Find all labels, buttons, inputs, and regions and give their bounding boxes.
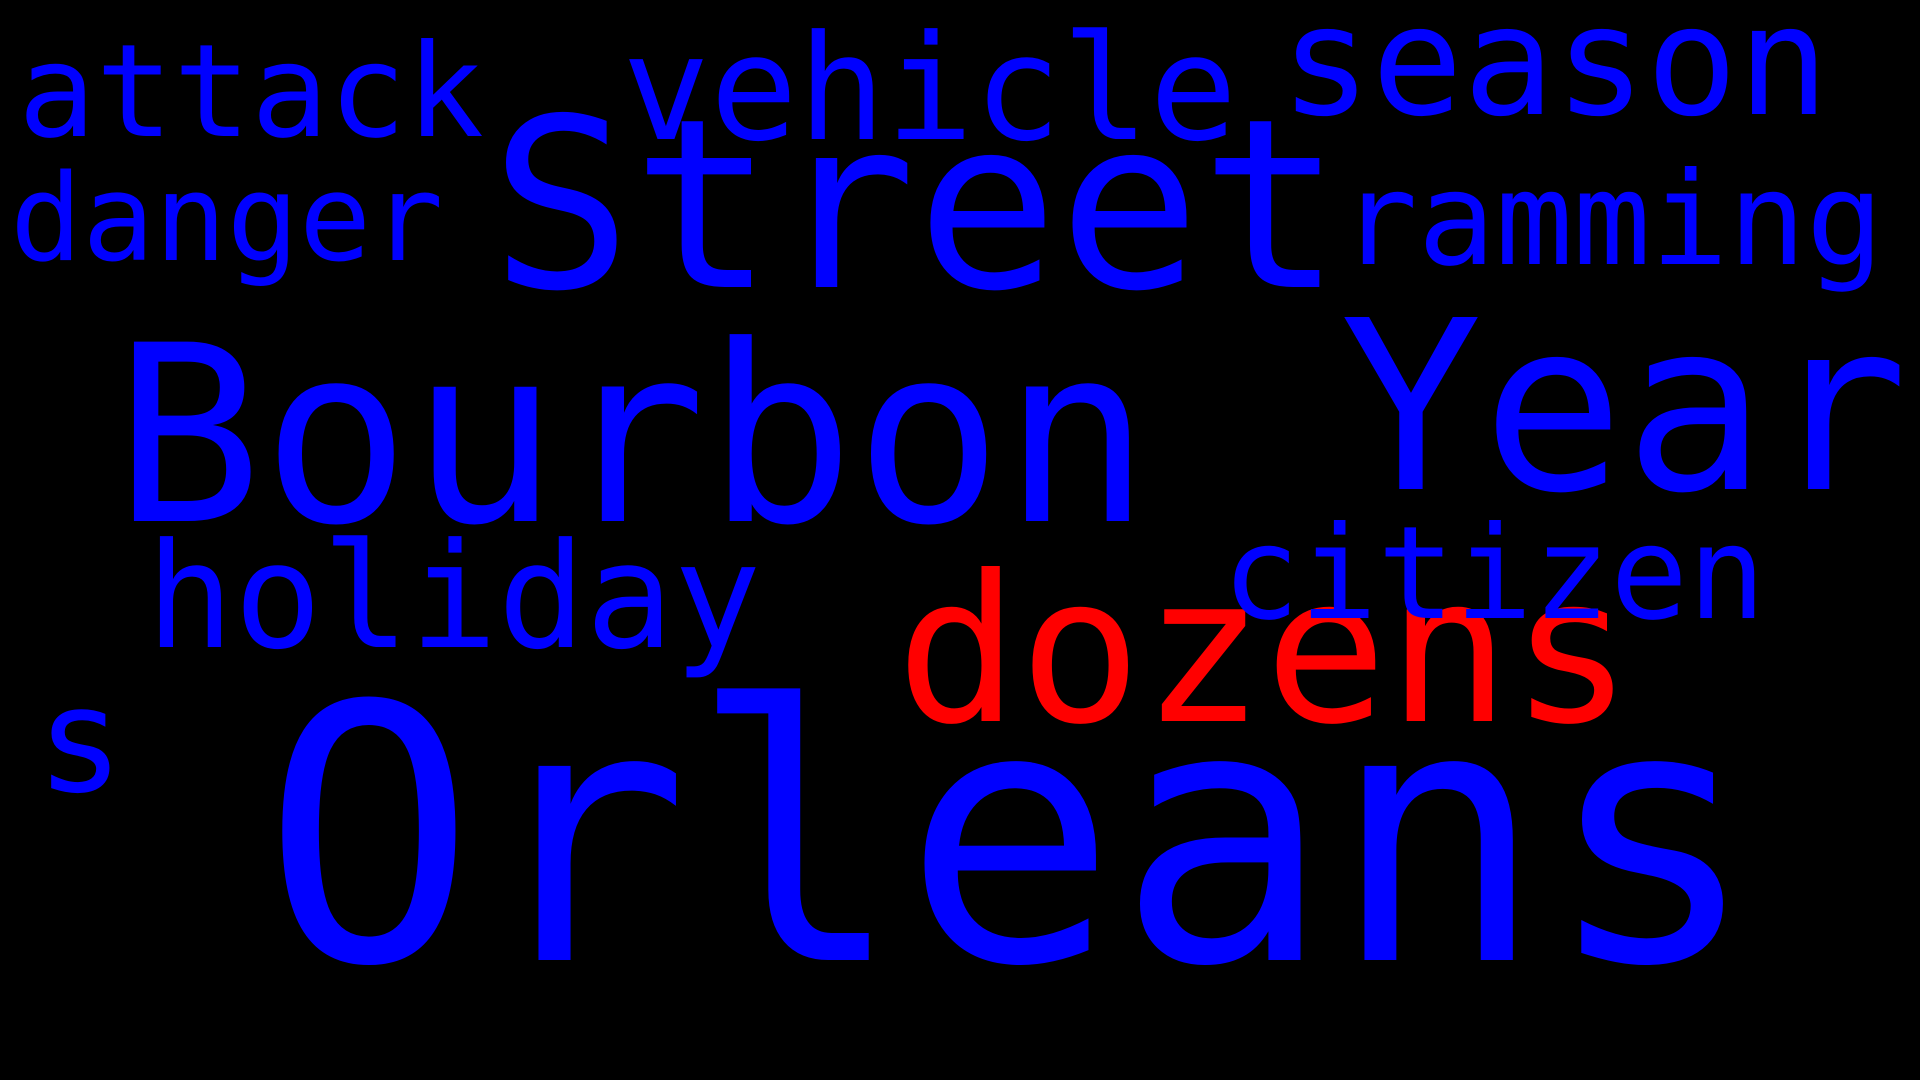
word-season: season [1280, 0, 1830, 150]
word-attack: attack [18, 17, 484, 167]
word-bourbon: Bourbon [114, 294, 1151, 580]
word-holiday: holiday [146, 512, 762, 682]
word-danger: danger [10, 150, 444, 289]
word-dozens: dozens [896, 533, 1633, 770]
word-s: s [36, 656, 124, 826]
word-ramming: ramming [1340, 145, 1884, 295]
word-vehicle: vehicle [622, 4, 1238, 174]
word-street: Street [490, 68, 1343, 343]
word-year: Year [1340, 270, 1909, 545]
word-citizen: citizen [1222, 499, 1766, 649]
word-orleans: Orleans [262, 630, 1759, 1044]
